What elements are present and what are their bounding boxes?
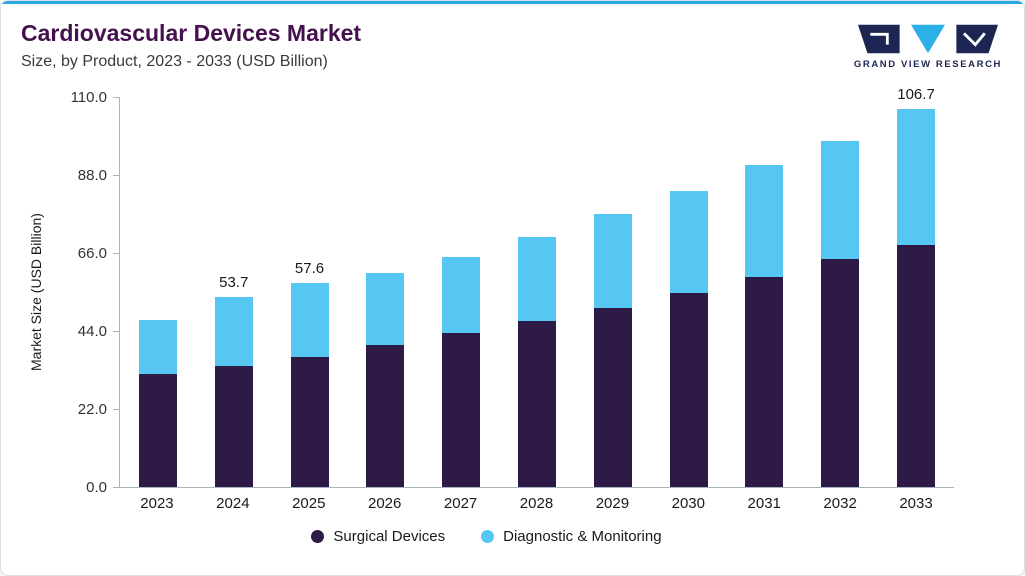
chart-title: Cardiovascular Devices Market	[21, 20, 362, 46]
y-tick-label-88.0: 88.0	[77, 167, 107, 184]
chart-subtitle: Size, by Product, 2023 - 2033 (USD Billi…	[21, 53, 328, 70]
grand-view-research-logo: GRAND VIEW RESEARCH	[854, 20, 1002, 70]
x-axis-label-2026: 2026	[367, 495, 402, 512]
segment-diagnostic-monitoring	[138, 320, 177, 375]
y-tick-mark	[113, 97, 120, 98]
y-tick-label-110.0: 110.0	[70, 89, 107, 106]
bar-group-2023	[120, 97, 196, 487]
x-axis-label-2024: 2024	[216, 495, 250, 512]
y-tick-mark	[113, 409, 120, 410]
legend-swatch-surgical-devices-icon	[311, 530, 325, 543]
bar-stack	[593, 214, 632, 487]
segment-surgical-devices	[366, 345, 405, 487]
y-tick-label-0.0: 0.0	[86, 479, 107, 496]
bar-group-2032	[802, 97, 878, 487]
segment-diagnostic-monitoring	[821, 141, 860, 260]
y-tick-label-44.0: 44.0	[77, 323, 107, 340]
segment-surgical-devices	[897, 245, 936, 487]
segment-diagnostic-monitoring	[897, 108, 936, 246]
legend-swatch-diagnostic-monitoring-icon	[481, 530, 495, 543]
plot-area: 53.7 57.6 106.7	[119, 86, 954, 488]
chart-area: Market Size (USD Billion) 0.0 22.0 44.0 66.…	[1, 86, 1024, 545]
x-axis-label-2029: 2029	[595, 495, 630, 512]
segment-surgical-devices	[593, 307, 632, 487]
y-tick-mark	[113, 487, 120, 488]
bar-stack	[821, 141, 860, 487]
segment-diagnostic-monitoring	[517, 237, 556, 322]
x-axis-label-2030: 2030	[671, 495, 705, 512]
bar-stack	[290, 282, 329, 487]
segment-diagnostic-monitoring	[214, 296, 253, 366]
gvr-logo-text: GRAND VIEW RESEARCH	[853, 59, 1002, 70]
bar-group-2026	[347, 97, 423, 487]
chart-header: Cardiovascular Devices Market Size, by P…	[1, 4, 1024, 71]
y-axis-title: Market Size (USD Billion)	[28, 213, 44, 372]
bar-group-2030	[651, 97, 727, 487]
bar-value-label: 57.6	[294, 259, 325, 277]
x-axis-label-2023: 2023	[140, 495, 174, 512]
y-tick-mark	[113, 175, 120, 176]
bar-stack	[669, 190, 708, 487]
segment-surgical-devices	[745, 276, 784, 487]
segment-surgical-devices	[290, 356, 329, 487]
legend-label-surgical-devices: Surgical Devices	[333, 528, 446, 545]
legend-item-surgical-devices: Surgical Devices	[311, 528, 445, 545]
segment-diagnostic-monitoring	[442, 256, 481, 334]
x-axis-spacer	[19, 495, 119, 512]
x-axis-label-2028: 2028	[519, 495, 554, 512]
bar-group-2033: 106.7	[878, 86, 954, 487]
top-accent-bar	[1, 1, 1024, 4]
bar-stack	[897, 108, 936, 487]
title-block: Cardiovascular Devices Market Size, by P…	[21, 20, 361, 71]
segment-diagnostic-monitoring	[745, 165, 784, 277]
bar-value-label: 53.7	[219, 273, 249, 291]
x-axis-row: 2023 2024 2025 2026 2027 2028 2029 2030 2031 2032…	[19, 495, 954, 512]
bar-stack	[366, 272, 405, 487]
bar-group-2027	[423, 97, 499, 487]
x-axis-label-2031: 2031	[747, 495, 781, 512]
legend-label-diagnostic-monitoring: Diagnostic & Monitoring	[503, 528, 662, 545]
bar-stack	[442, 256, 481, 487]
segment-surgical-devices	[821, 259, 860, 487]
x-axis-label-2032: 2032	[823, 495, 857, 512]
segment-surgical-devices	[442, 333, 481, 487]
x-axis-label-2025: 2025	[292, 495, 326, 512]
x-axis-label-2027: 2027	[443, 495, 478, 512]
y-tick-label-22.0: 22.0	[77, 401, 107, 418]
plot-row: Market Size (USD Billion) 0.0 22.0 44.0 66.…	[19, 86, 954, 496]
bar-stack	[214, 296, 253, 487]
segment-diagnostic-monitoring	[290, 282, 329, 357]
x-axis-label-2033: 2033	[899, 495, 933, 512]
bar-group-2025: 57.6	[272, 97, 348, 487]
y-tick-label-66.0: 66.0	[77, 245, 107, 262]
segment-diagnostic-monitoring	[669, 190, 708, 293]
bar-stack	[745, 165, 784, 487]
segment-diagnostic-monitoring	[366, 272, 405, 346]
bar-value-label: 106.7	[897, 85, 935, 103]
gvr-logo-mark-icon	[857, 24, 998, 54]
bar-stack	[517, 237, 556, 487]
bar-group-2024: 53.7	[196, 97, 272, 487]
bar-group-2028	[499, 97, 575, 487]
segment-surgical-devices	[669, 292, 708, 487]
bar-group-2029	[575, 97, 651, 487]
y-tick-mark	[113, 331, 120, 332]
segment-surgical-devices	[138, 374, 177, 487]
y-axis: 0.0 22.0 44.0 66.0 88.0 110.0	[53, 89, 120, 496]
bar-stack	[138, 320, 177, 487]
y-tick-mark	[113, 253, 120, 254]
segment-surgical-devices	[214, 365, 253, 487]
x-axis: 2023 2024 2025 2026 2027 2028 2029 2030 2031 2032…	[119, 495, 954, 512]
legend-item-diagnostic-monitoring: Diagnostic & Monitoring	[481, 528, 662, 545]
bar-group-2031	[727, 97, 803, 487]
legend: Surgical Devices Diagnostic & Monitoring	[19, 528, 954, 545]
segment-surgical-devices	[517, 321, 556, 487]
segment-diagnostic-monitoring	[593, 214, 632, 308]
